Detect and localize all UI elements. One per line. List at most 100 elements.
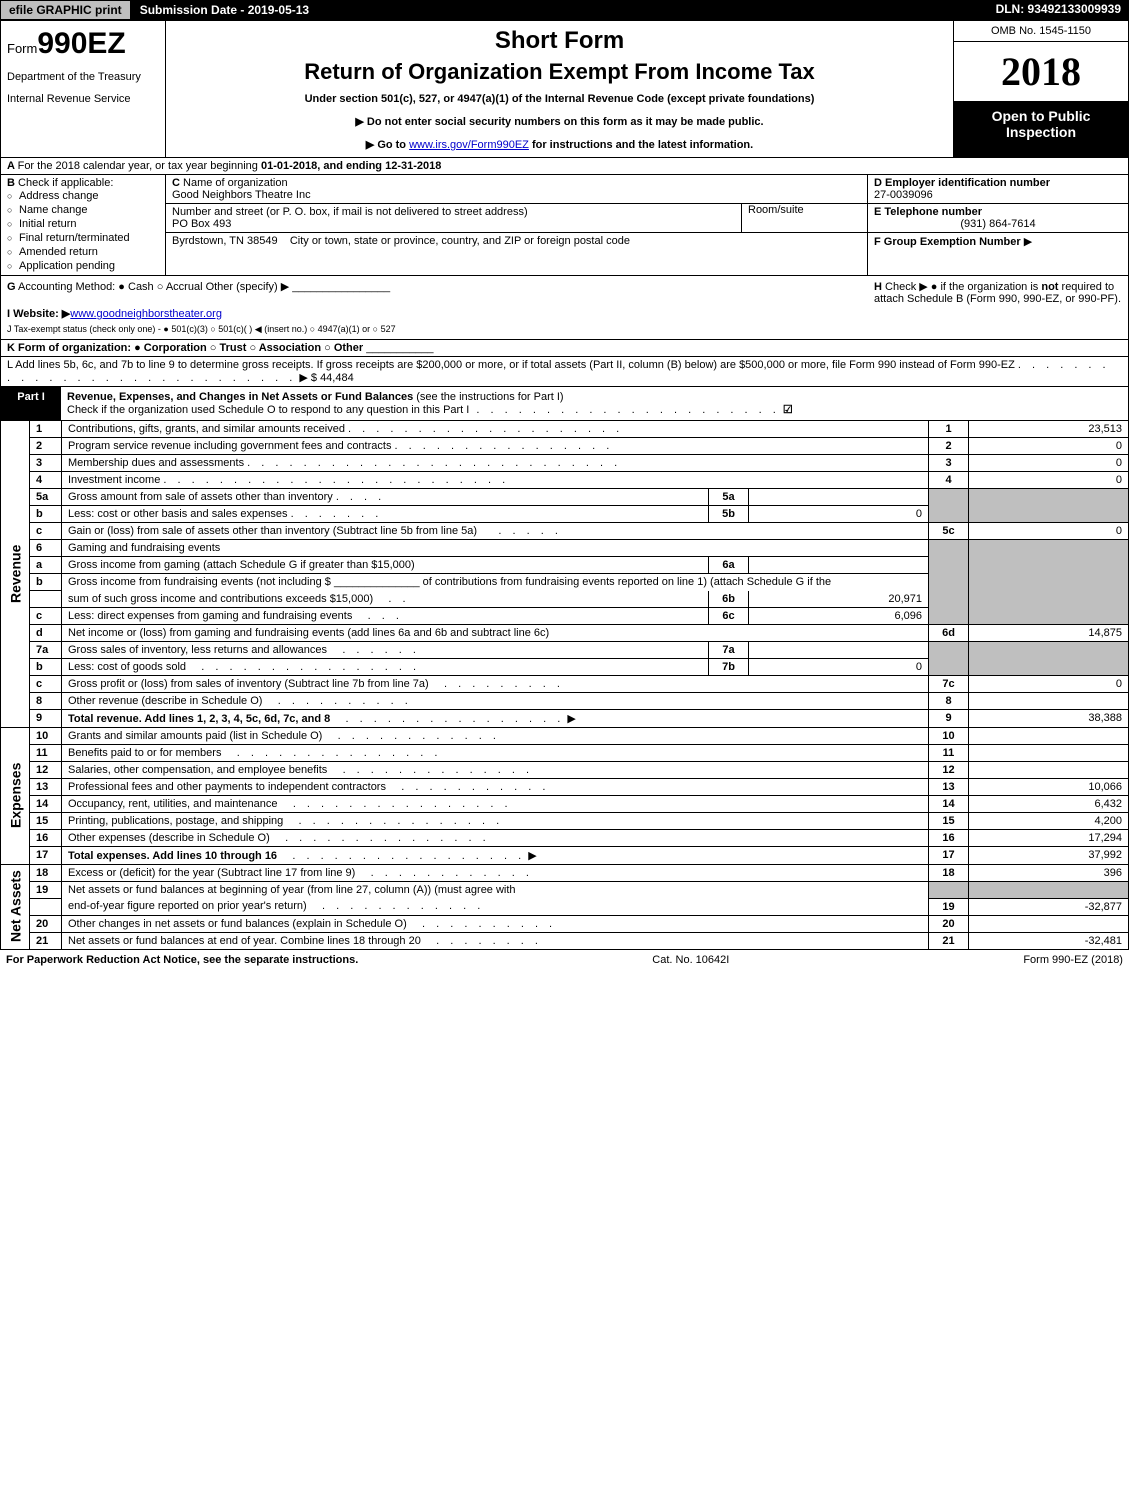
r7-shade1 bbox=[929, 641, 969, 675]
chk-amended-return[interactable]: Amended return bbox=[7, 245, 159, 259]
c-addr-label: Number and street (or P. O. box, if mail… bbox=[172, 206, 528, 218]
expenses-vlabel: Expenses bbox=[1, 727, 30, 864]
d-ein: D Employer identification number 27-0039… bbox=[868, 175, 1128, 204]
e13-desc: Professional fees and other payments to … bbox=[62, 778, 929, 795]
c-addr-row: Number and street (or P. O. box, if mail… bbox=[166, 204, 867, 233]
e13-dots: . . . . . . . . . . . bbox=[401, 781, 549, 793]
e11-num: 11 bbox=[30, 744, 62, 761]
h-label: H bbox=[874, 281, 882, 293]
r2-v: 0 bbox=[969, 438, 1129, 455]
tax-year: 2018 bbox=[954, 42, 1128, 102]
e13-d: Professional fees and other payments to … bbox=[68, 781, 386, 793]
header-center: Short Form Return of Organization Exempt… bbox=[166, 21, 953, 157]
r6a-sn: 6a bbox=[709, 557, 749, 574]
n20-d: Other changes in net assets or fund bala… bbox=[68, 918, 407, 930]
r6a-desc: Gross income from gaming (attach Schedul… bbox=[62, 557, 709, 574]
n21-num: 21 bbox=[30, 932, 62, 949]
a-begin: 01-01-2018 bbox=[261, 160, 317, 172]
row-19b: end-of-year figure reported on prior yea… bbox=[1, 898, 1129, 915]
chk-initial-return[interactable]: Initial return bbox=[7, 217, 159, 231]
e14-v: 6,432 bbox=[969, 795, 1129, 812]
chk-application-pending[interactable]: Application pending bbox=[7, 259, 159, 273]
r8-d: Other revenue (describe in Schedule O) bbox=[68, 695, 262, 707]
part1-header: Part I Revenue, Expenses, and Changes in… bbox=[0, 387, 1129, 421]
dept-treasury: Department of the Treasury bbox=[7, 71, 159, 83]
e13-num: 13 bbox=[30, 778, 62, 795]
k-row: K Form of organization: ● Corporation ○ … bbox=[0, 340, 1129, 357]
e16-desc: Other expenses (describe in Schedule O) … bbox=[62, 829, 929, 846]
header-left: Form990EZ Department of the Treasury Int… bbox=[1, 21, 166, 157]
r5b-d: Less: cost or other basis and sales expe… bbox=[68, 508, 288, 520]
r6c-sn: 6c bbox=[709, 607, 749, 624]
revenue-vlabel: Revenue bbox=[1, 421, 30, 727]
r6-shade1 bbox=[929, 540, 969, 625]
e10-v bbox=[969, 727, 1129, 744]
r7a-num: 7a bbox=[30, 641, 62, 658]
room-suite: Room/suite bbox=[741, 204, 861, 232]
instruction-2: ▶ Go to www.irs.gov/Form990EZ for instru… bbox=[176, 138, 943, 151]
r7a-sv bbox=[749, 641, 929, 658]
instructions-link[interactable]: www.irs.gov/Form990EZ bbox=[409, 139, 529, 151]
row-1: Revenue 1 Contributions, gifts, grants, … bbox=[1, 421, 1129, 438]
n19b-d: end-of-year figure reported on prior yea… bbox=[68, 900, 307, 912]
form-number: Form990EZ bbox=[7, 27, 159, 61]
n19-desc1: Net assets or fund balances at beginning… bbox=[62, 881, 929, 898]
r9-v: 38,388 bbox=[969, 709, 1129, 727]
r1-v: 23,513 bbox=[969, 421, 1129, 438]
e11-ln: 11 bbox=[929, 744, 969, 761]
efile-label: efile GRAPHIC print bbox=[0, 0, 131, 20]
r5c-dots: . . . . . bbox=[498, 525, 562, 537]
r5a-desc: Gross amount from sale of assets other t… bbox=[62, 489, 709, 506]
part1-checkbox[interactable]: ☑ bbox=[783, 404, 793, 416]
r5c-num: c bbox=[30, 523, 62, 540]
part1-label: Part I bbox=[1, 387, 61, 420]
instr2-pre: ▶ Go to bbox=[366, 139, 409, 151]
c-city-label: City or town, state or province, country… bbox=[290, 235, 630, 247]
row-20: 20 Other changes in net assets or fund b… bbox=[1, 915, 1129, 932]
e11-v bbox=[969, 744, 1129, 761]
g-label: G bbox=[7, 281, 16, 293]
row-2: 2 Program service revenue including gove… bbox=[1, 438, 1129, 455]
r1-dots: . . . . . . . . . . . . . . . . . . . . bbox=[348, 423, 623, 435]
chk-address-change[interactable]: Address change bbox=[7, 189, 159, 203]
n18-v: 396 bbox=[969, 864, 1129, 881]
omb-number: OMB No. 1545-1150 bbox=[954, 21, 1128, 42]
e16-ln: 16 bbox=[929, 829, 969, 846]
r8-v bbox=[969, 692, 1129, 709]
n18-num: 18 bbox=[30, 864, 62, 881]
e15-dots: . . . . . . . . . . . . . . . bbox=[299, 815, 504, 827]
row-18: Net Assets 18 Excess or (deficit) for th… bbox=[1, 864, 1129, 881]
chk-final-return[interactable]: Final return/terminated bbox=[7, 231, 159, 245]
n19-num: 19 bbox=[30, 881, 62, 898]
r5a-sv bbox=[749, 489, 929, 506]
row-14: 14 Occupancy, rent, utilities, and maint… bbox=[1, 795, 1129, 812]
r5c-desc: Gain or (loss) from sale of assets other… bbox=[62, 523, 929, 540]
f-label: F Group Exemption Number bbox=[874, 236, 1021, 248]
r3-dots: . . . . . . . . . . . . . . . . . . . . … bbox=[247, 457, 621, 469]
r4-d: Investment income bbox=[68, 474, 160, 486]
revenue-table: Revenue 1 Contributions, gifts, grants, … bbox=[0, 421, 1129, 950]
r6c-d: Less: direct expenses from gaming and fu… bbox=[68, 610, 352, 622]
form-num-big: 990EZ bbox=[37, 27, 125, 60]
e14-num: 14 bbox=[30, 795, 62, 812]
n21-ln: 21 bbox=[929, 932, 969, 949]
part1-title-text: Revenue, Expenses, and Changes in Net As… bbox=[67, 391, 416, 403]
i-label: I Website: ▶ bbox=[7, 308, 70, 320]
r5a-num: 5a bbox=[30, 489, 62, 506]
chk-name-change[interactable]: Name change bbox=[7, 203, 159, 217]
r7c-dots: . . . . . . . . . bbox=[444, 678, 564, 690]
l-text: L Add lines 5b, 6c, and 7b to line 9 to … bbox=[7, 359, 1015, 371]
n19b-num bbox=[30, 898, 62, 915]
instruction-1: ▶ Do not enter social security numbers o… bbox=[176, 115, 943, 128]
e12-dots: . . . . . . . . . . . . . . bbox=[343, 764, 534, 776]
n20-num: 20 bbox=[30, 915, 62, 932]
d-label: D Employer identification number bbox=[874, 177, 1050, 189]
r6c-desc: Less: direct expenses from gaming and fu… bbox=[62, 607, 709, 624]
r2-num: 2 bbox=[30, 438, 62, 455]
n21-d: Net assets or fund balances at end of ye… bbox=[68, 935, 421, 947]
e12-ln: 12 bbox=[929, 761, 969, 778]
n18-desc: Excess or (deficit) for the year (Subtra… bbox=[62, 864, 929, 881]
r5-shade1 bbox=[929, 489, 969, 523]
website-link[interactable]: www.goodneighborstheater.org bbox=[70, 308, 222, 320]
r4-dots: . . . . . . . . . . . . . . . . . . . . … bbox=[163, 474, 509, 486]
